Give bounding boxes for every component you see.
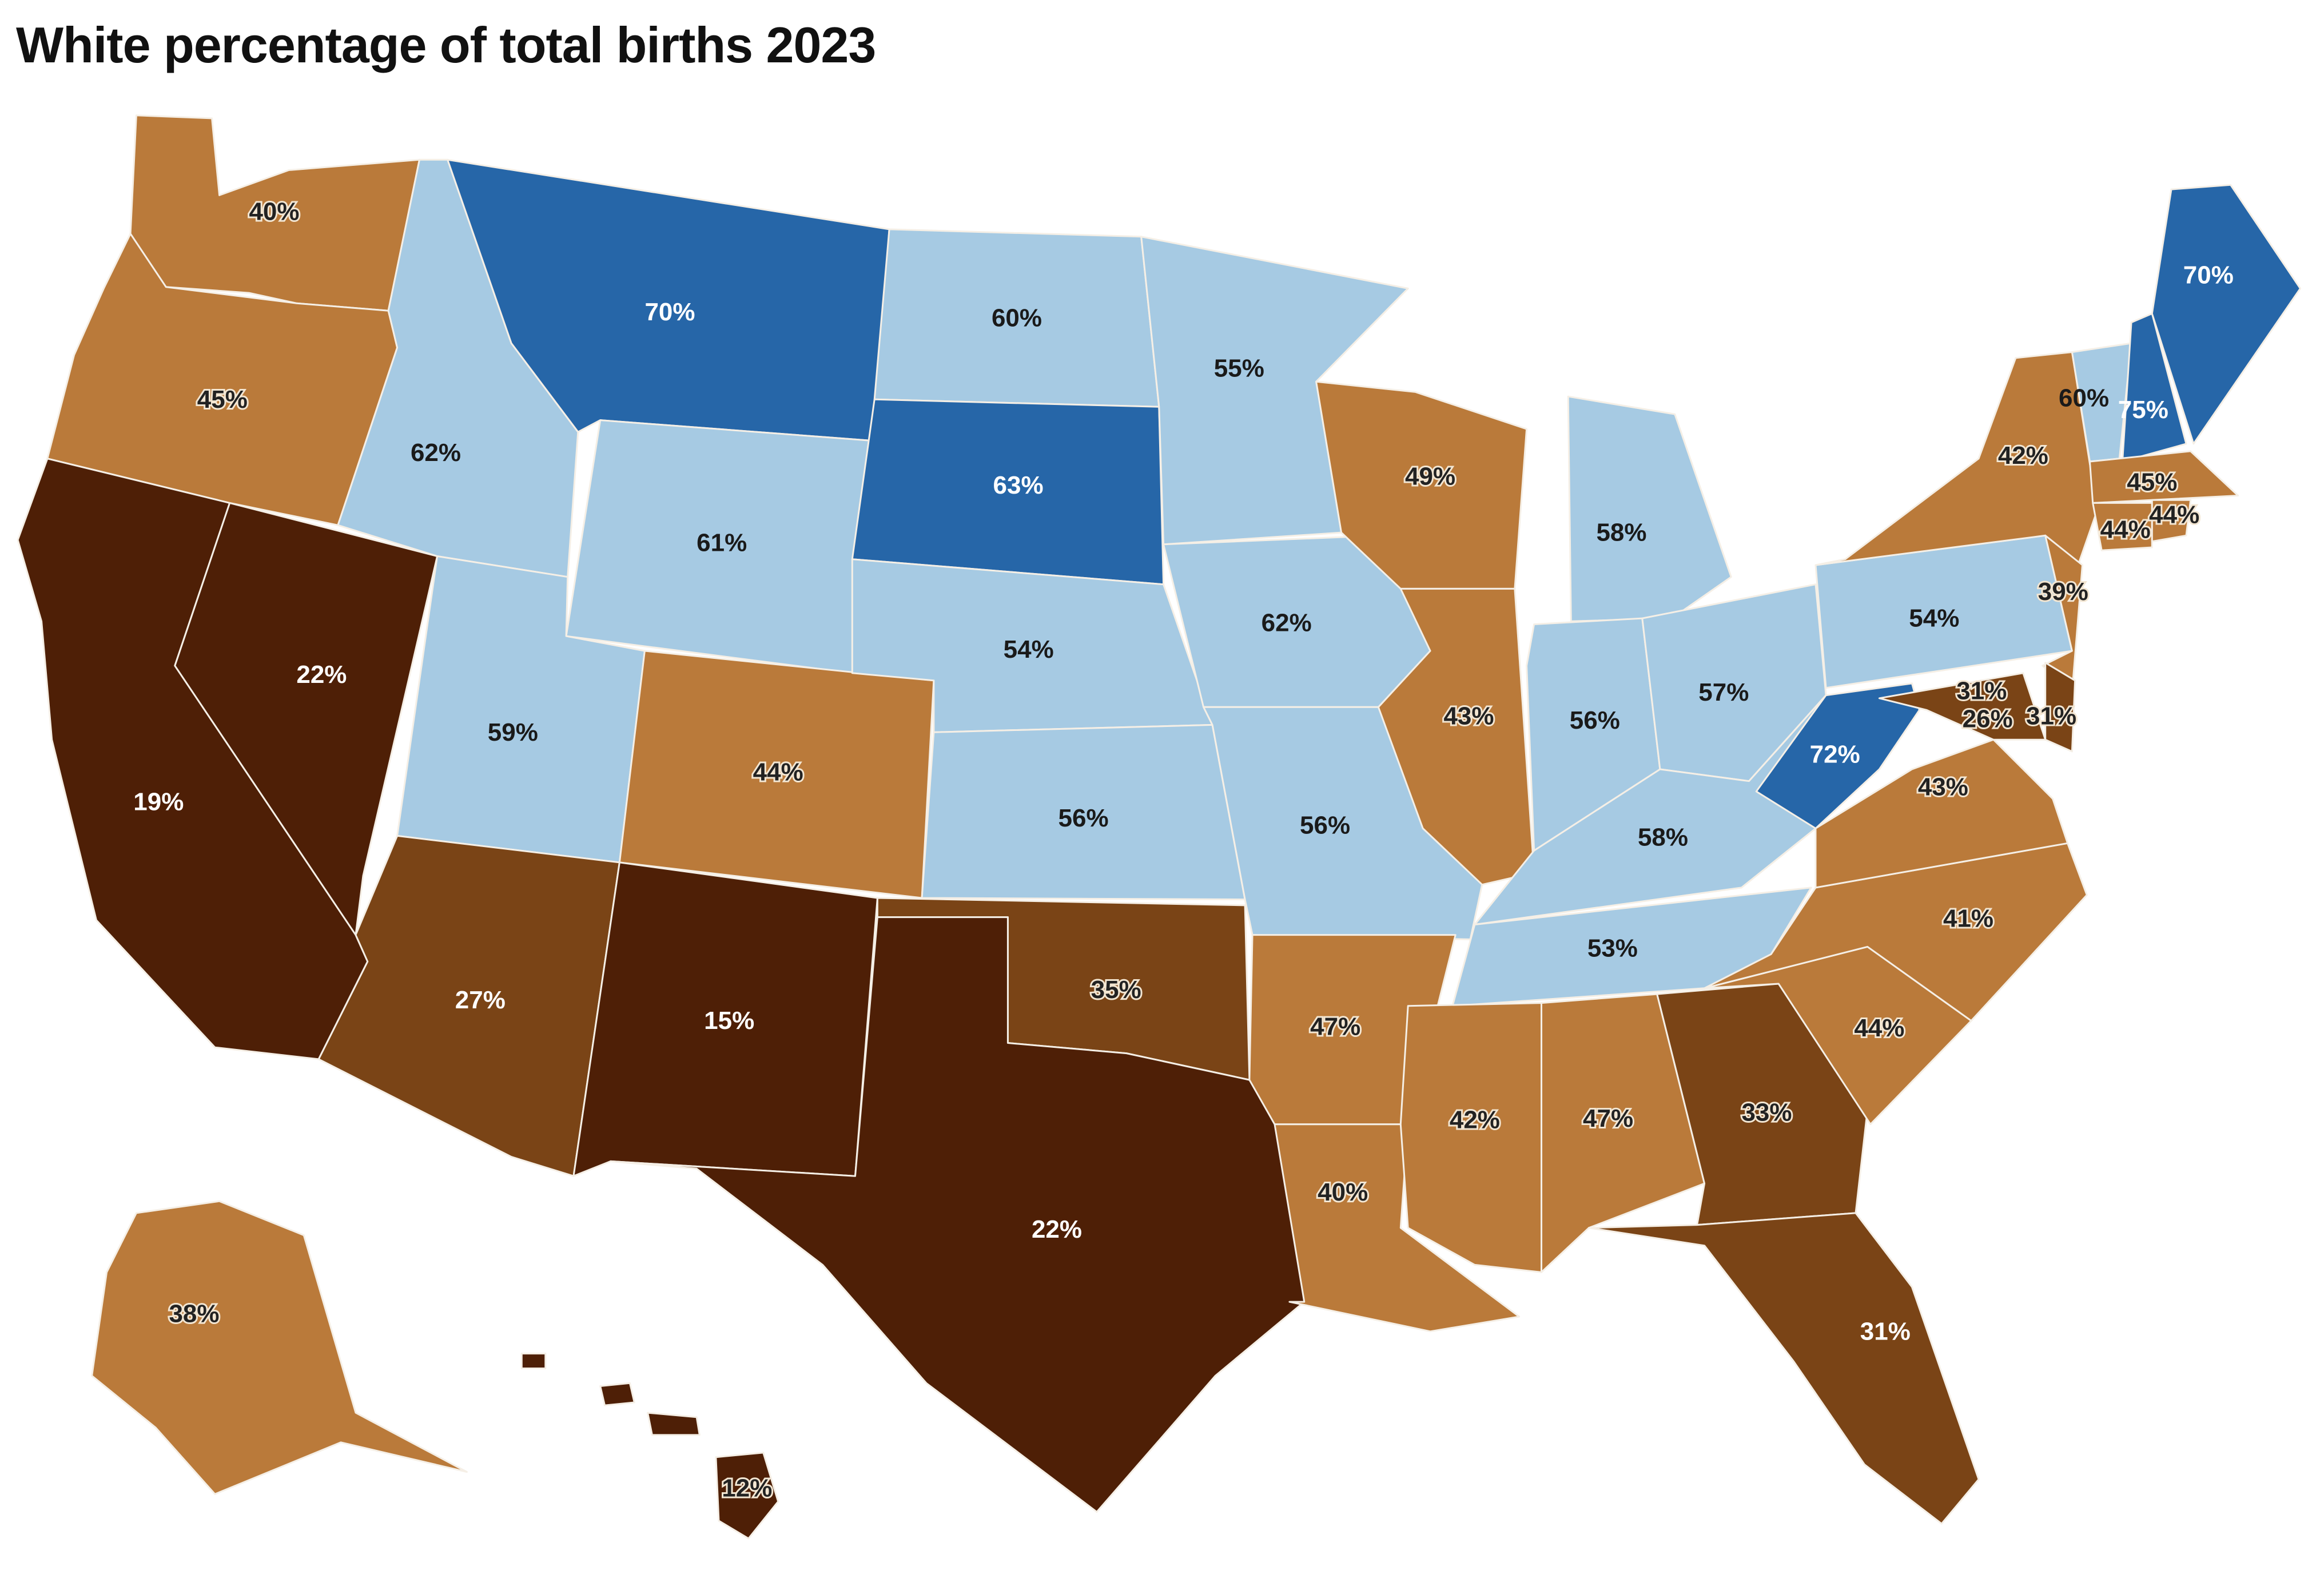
state-shape-va — [1814, 738, 2069, 889]
state-label-la: 40% — [1318, 1178, 1368, 1206]
state-shape-md — [1878, 672, 2047, 741]
state-label-ri: 44% — [2149, 501, 2199, 529]
state-label-tn: 53% — [1587, 934, 1638, 962]
state-shape-nv — [174, 502, 439, 936]
state-label-de: 31% — [2026, 702, 2076, 730]
state-label-ne: 54% — [1004, 635, 1054, 663]
state-shape-il — [1377, 587, 1535, 886]
state-shape-hi — [715, 1452, 779, 1540]
state-shape-de — [2044, 662, 2076, 753]
state-label-md: 31% — [1956, 677, 2007, 705]
state-label-az: 27% — [455, 986, 506, 1014]
state-label-mo: 56% — [1300, 812, 1350, 840]
state-label-co: 44% — [753, 758, 803, 786]
state-label-nj: 39% — [2038, 578, 2088, 606]
state-label-wa: 40% — [249, 197, 299, 225]
state-labels: 40% 45% 19% 22% 62% 70% 61% 59% 27% 44% 15% 60% 63% 5… — [133, 196, 2234, 1504]
state-label-in: 56% — [1570, 706, 1620, 734]
state-shapes — [17, 114, 2301, 1540]
state-label-nh: 75% — [2118, 396, 2168, 424]
state-label-ok: 35% — [1091, 976, 1141, 1004]
state-label-mt: 70% — [644, 298, 695, 326]
state-label-oh: 57% — [1698, 678, 1749, 706]
state-shape-ma — [2089, 450, 2239, 504]
map-title: White percentage of total births 2023 — [16, 17, 876, 73]
state-label-me: 70% — [2183, 261, 2234, 289]
state-label-ut: 59% — [488, 718, 538, 746]
state-shape-hi-3 — [520, 1353, 547, 1369]
state-label-nv: 22% — [296, 661, 347, 689]
state-label-ga: 33% — [1741, 1099, 1792, 1127]
state-shape-me — [2151, 184, 2301, 445]
state-label-mn: 55% — [1214, 355, 1264, 383]
state-label-sd: 63% — [993, 471, 1044, 499]
state-shape-hi-1 — [599, 1382, 635, 1406]
state-label-ct: 44% — [2100, 516, 2151, 544]
state-shape-fl — [1587, 1212, 1980, 1525]
state-label-va: 43% — [1918, 773, 1968, 801]
state-label-mi: 58% — [1596, 519, 1646, 547]
state-label-ny: 42% — [1998, 442, 2048, 470]
state-label-al: 47% — [1583, 1104, 1633, 1132]
state-label-sc: 44% — [1854, 1014, 1904, 1042]
state-label-nc: 41% — [1943, 905, 1993, 933]
state-label-wv: 72% — [1810, 741, 1860, 769]
state-shape-ms — [1399, 1002, 1542, 1273]
state-label-ks: 56% — [1058, 804, 1109, 832]
state-label-ms: 42% — [1450, 1106, 1500, 1134]
state-label-vt: 60% — [2059, 384, 2109, 412]
state-label-ca: 19% — [133, 788, 184, 816]
state-shape-nc — [1704, 842, 2088, 1022]
state-label-tx: 22% — [1032, 1215, 1082, 1243]
state-label-wi: 49% — [1405, 462, 1455, 490]
state-shape-wv — [1755, 682, 1920, 829]
state-label-ak: 38% — [169, 1299, 219, 1327]
state-label-id: 62% — [411, 439, 461, 467]
state-label-wy: 61% — [697, 529, 747, 557]
state-label-nm: 15% — [704, 1007, 754, 1035]
state-label-nd: 60% — [992, 304, 1042, 332]
state-label-ar: 47% — [1310, 1013, 1360, 1041]
state-shape-nh — [2122, 312, 2187, 463]
state-label-or: 45% — [197, 385, 248, 414]
state-label-pa: 54% — [1909, 605, 1959, 633]
state-label-il: 43% — [1443, 702, 1494, 730]
state-shape-hi-2 — [647, 1412, 701, 1436]
state-shape-tx — [610, 916, 1306, 1513]
state-shape-ak — [91, 1200, 468, 1495]
state-shape-al — [1541, 993, 1706, 1273]
state-label-dc: 26% — [1963, 705, 2013, 733]
state-shape-ri — [2151, 499, 2192, 543]
state-shape-ct — [2092, 502, 2153, 551]
state-shape-ny — [1814, 351, 2098, 575]
state-label-ia: 62% — [1262, 609, 1312, 637]
state-label-ma: 45% — [2127, 468, 2177, 496]
state-label-hi: 12% — [722, 1474, 772, 1503]
state-label-ky: 58% — [1638, 823, 1688, 851]
state-shape-mi — [1567, 395, 1732, 622]
state-label-fl: 31% — [1860, 1317, 1911, 1345]
